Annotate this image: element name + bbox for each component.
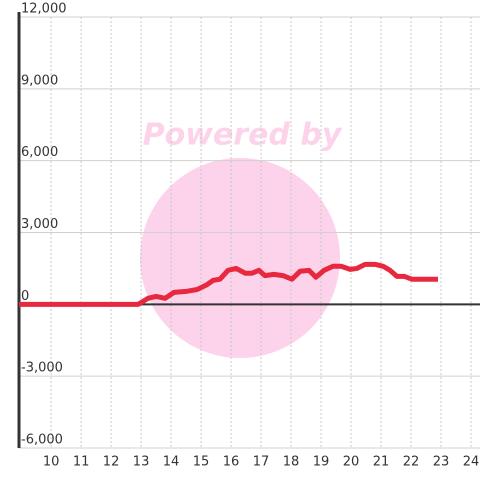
x-tick-label: 22 bbox=[403, 455, 420, 470]
y-tick-label: 6,000 bbox=[21, 145, 58, 160]
x-tick-label: 21 bbox=[373, 455, 390, 470]
line bbox=[19, 261, 439, 307]
y-tick-label: -6,000 bbox=[21, 433, 63, 448]
x-tick-label: 19 bbox=[313, 455, 330, 470]
x-tick-label: 10 bbox=[43, 455, 60, 470]
x-tick-label: 20 bbox=[343, 455, 360, 470]
x-tick-label: 18 bbox=[283, 455, 300, 470]
x-tick-label: 17 bbox=[253, 455, 270, 470]
x-tick-label: 13 bbox=[133, 455, 150, 470]
y-tick-label: -3,000 bbox=[21, 361, 63, 376]
x-tick-label: 12 bbox=[103, 455, 120, 470]
x-tick-label: 15 bbox=[193, 455, 210, 470]
x-tick-label: 23 bbox=[433, 455, 450, 470]
y-tick-label: 0 bbox=[21, 289, 29, 304]
x-tick-label: 14 bbox=[163, 455, 180, 470]
plot bbox=[19, 261, 439, 307]
x-tick-label: 16 bbox=[223, 455, 240, 470]
y-tick-label: 9,000 bbox=[21, 73, 58, 88]
y-tick-label: 12,000 bbox=[21, 2, 67, 17]
x-tick-label: 11 bbox=[73, 455, 90, 470]
y-tick-label: 3,000 bbox=[21, 217, 58, 232]
watermark-logo bbox=[140, 158, 340, 358]
watermark: Powered by bbox=[143, 118, 343, 153]
x-tick-label: 24 bbox=[463, 455, 480, 470]
